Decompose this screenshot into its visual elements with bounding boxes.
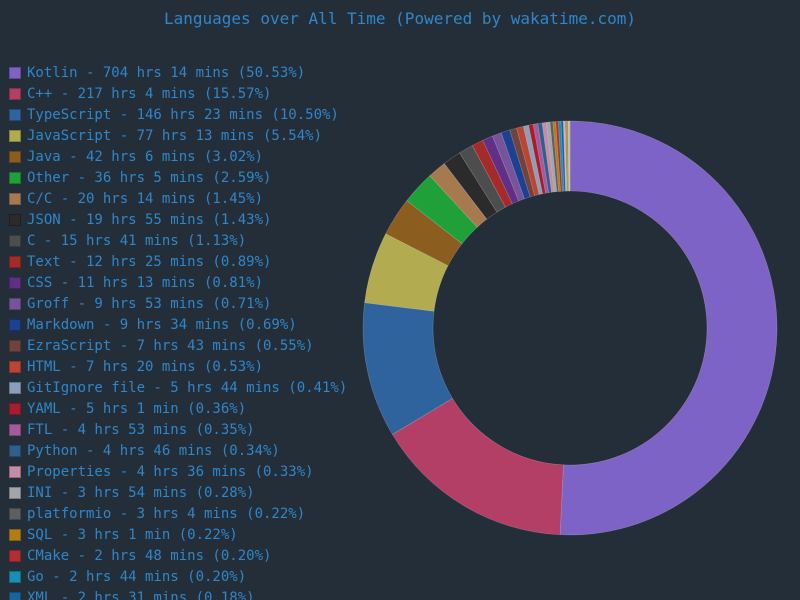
legend-swatch — [9, 108, 21, 121]
legend-label: CSS - 11 hrs 13 mins (0.81%) — [27, 274, 264, 291]
legend-label: Java - 42 hrs 6 mins (3.02%) — [27, 148, 264, 165]
legend-item: JavaScript - 77 hrs 13 mins (5.54%) — [9, 125, 347, 146]
legend-item: CMake - 2 hrs 48 mins (0.20%) — [9, 545, 347, 566]
legend-swatch — [9, 360, 21, 373]
legend-item: Properties - 4 hrs 36 mins (0.33%) — [9, 461, 347, 482]
legend-item: Python - 4 hrs 46 mins (0.34%) — [9, 440, 347, 461]
legend-item: platformio - 3 hrs 4 mins (0.22%) — [9, 503, 347, 524]
legend-item: JSON - 19 hrs 55 mins (1.43%) — [9, 209, 347, 230]
legend-swatch — [9, 150, 21, 163]
legend-swatch — [9, 129, 21, 142]
legend-swatch — [9, 570, 21, 583]
donut-slice — [364, 233, 449, 312]
legend-item: GitIgnore file - 5 hrs 44 mins (0.41%) — [9, 377, 347, 398]
donut-slice — [471, 139, 513, 208]
legend-swatch — [9, 549, 21, 562]
legend-item: Other - 36 hrs 5 mins (2.59%) — [9, 167, 347, 188]
legend-label: XML - 2 hrs 31 mins (0.18%) — [27, 589, 255, 600]
legend-label: Markdown - 9 hrs 34 mins (0.69%) — [27, 316, 297, 333]
legend-swatch — [9, 444, 21, 457]
legend-swatch — [9, 276, 21, 289]
donut-slice — [406, 175, 478, 245]
legend-item: SQL - 3 hrs 1 min (0.22%) — [9, 524, 347, 545]
legend-label: YAML - 5 hrs 1 min (0.36%) — [27, 400, 247, 417]
legend-label: Kotlin - 704 hrs 14 mins (50.53%) — [27, 64, 306, 81]
legend-swatch — [9, 402, 21, 415]
donut-slice — [564, 120, 569, 192]
donut-slice — [560, 120, 566, 192]
donut-slice — [549, 121, 560, 192]
legend-swatch — [9, 381, 21, 394]
legend-item: Kotlin - 704 hrs 14 mins (50.53%) — [9, 62, 347, 83]
legend-label: GitIgnore file - 5 hrs 44 mins (0.41%) — [27, 379, 348, 396]
legend-swatch — [9, 339, 21, 352]
legend-item: YAML - 5 hrs 1 min (0.36%) — [9, 398, 347, 419]
donut-slice — [558, 120, 565, 192]
donut-slice — [500, 129, 531, 200]
legend-label: FTL - 4 hrs 53 mins (0.35%) — [27, 421, 255, 438]
donut-slice — [532, 123, 549, 194]
donut-slice — [392, 398, 564, 536]
donut-slice — [559, 120, 778, 536]
donut-slice — [568, 120, 571, 192]
donut-slice — [459, 145, 506, 213]
legend-item: Groff - 9 hrs 53 mins (0.71%) — [9, 293, 347, 314]
legend-label: Python - 4 hrs 46 mins (0.34%) — [27, 442, 280, 459]
legend-swatch — [9, 318, 21, 331]
legend-swatch — [9, 87, 21, 100]
legend-item: Text - 12 hrs 25 mins (0.89%) — [9, 251, 347, 272]
chart-legend: Kotlin - 704 hrs 14 mins (50.53%) C++ - 2… — [9, 62, 347, 600]
legend-label: JavaScript - 77 hrs 13 mins (5.54%) — [27, 127, 323, 144]
legend-label: Properties - 4 hrs 36 mins (0.33%) — [27, 463, 314, 480]
legend-item: Go - 2 hrs 44 mins (0.20%) — [9, 566, 347, 587]
legend-swatch — [9, 486, 21, 499]
legend-label: JSON - 19 hrs 55 mins (1.43%) — [27, 211, 272, 228]
legend-item: HTML - 7 hrs 20 mins (0.53%) — [9, 356, 347, 377]
legend-swatch — [9, 297, 21, 310]
legend-swatch — [9, 591, 21, 600]
legend-label: SQL - 3 hrs 1 min (0.22%) — [27, 526, 238, 543]
legend-label: Text - 12 hrs 25 mins (0.89%) — [27, 253, 272, 270]
legend-swatch — [9, 234, 21, 247]
legend-label: INI - 3 hrs 54 mins (0.28%) — [27, 484, 255, 501]
legend-item: INI - 3 hrs 54 mins (0.28%) — [9, 482, 347, 503]
legend-item: Markdown - 9 hrs 34 mins (0.69%) — [9, 314, 347, 335]
legend-swatch — [9, 528, 21, 541]
legend-label: EzraScript - 7 hrs 43 mins (0.55%) — [27, 337, 314, 354]
legend-label: Other - 36 hrs 5 mins (2.59%) — [27, 169, 272, 186]
donut-slice — [516, 125, 540, 196]
legend-label: CMake - 2 hrs 48 mins (0.20%) — [27, 547, 272, 564]
legend-item: XML - 2 hrs 31 mins (0.18%) — [9, 587, 347, 600]
legend-item: FTL - 4 hrs 53 mins (0.35%) — [9, 419, 347, 440]
legend-swatch — [9, 255, 21, 268]
legend-swatch — [9, 423, 21, 436]
legend-label: C - 15 hrs 41 mins (1.13%) — [27, 232, 247, 249]
legend-label: Groff - 9 hrs 53 mins (0.71%) — [27, 295, 272, 312]
donut-slice — [362, 302, 453, 435]
legend-label: C/C - 20 hrs 14 mins (1.45%) — [27, 190, 264, 207]
legend-label: TypeScript - 146 hrs 23 mins (10.50%) — [27, 106, 339, 123]
legend-item: Java - 42 hrs 6 mins (3.02%) — [9, 146, 347, 167]
legend-swatch — [9, 213, 21, 226]
legend-swatch — [9, 171, 21, 184]
legend-label: C++ - 217 hrs 4 mins (15.57%) — [27, 85, 272, 102]
legend-swatch — [9, 66, 21, 79]
donut-slice — [546, 121, 558, 193]
legend-item: C/C - 20 hrs 14 mins (1.45%) — [9, 188, 347, 209]
chart-title: Languages over All Time (Powered by waka… — [163, 9, 636, 28]
legend-swatch — [9, 465, 21, 478]
legend-label: Go - 2 hrs 44 mins (0.20%) — [27, 568, 247, 585]
donut-slice — [552, 121, 561, 192]
legend-swatch — [9, 192, 21, 205]
legend-item: EzraScript - 7 hrs 43 mins (0.55%) — [9, 335, 347, 356]
legend-swatch — [9, 507, 21, 520]
legend-item: C - 15 hrs 41 mins (1.13%) — [9, 230, 347, 251]
legend-label: platformio - 3 hrs 4 mins (0.22%) — [27, 505, 306, 522]
legend-item: TypeScript - 146 hrs 23 mins (10.50%) — [9, 104, 347, 125]
legend-label: HTML - 7 hrs 20 mins (0.53%) — [27, 358, 264, 375]
legend-item: C++ - 217 hrs 4 mins (15.57%) — [9, 83, 347, 104]
legend-item: CSS - 11 hrs 13 mins (0.81%) — [9, 272, 347, 293]
